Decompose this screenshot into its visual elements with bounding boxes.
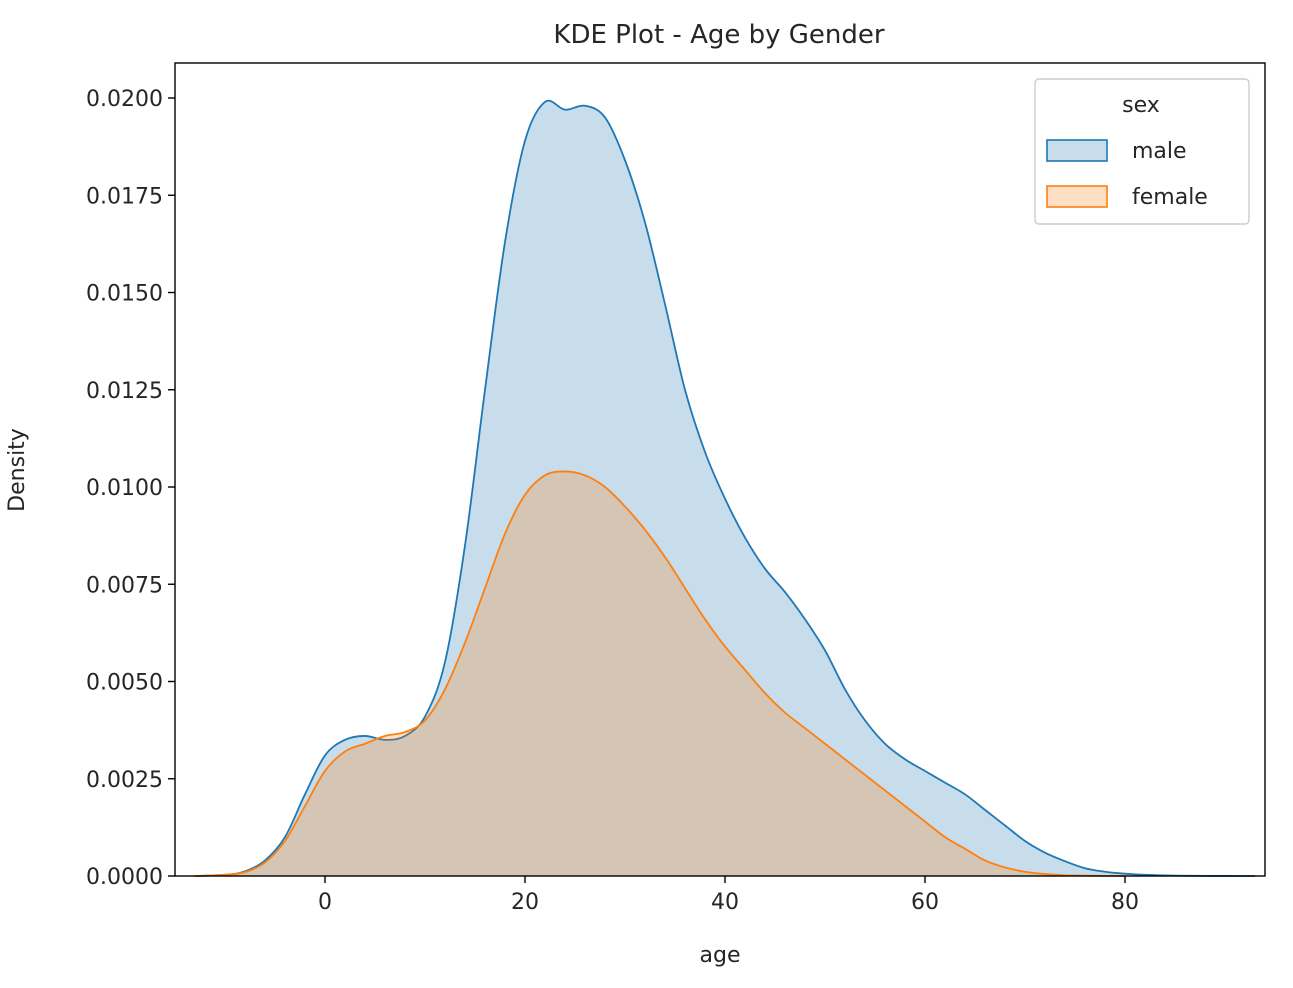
legend-label-male: male bbox=[1132, 139, 1187, 164]
x-axis-label: age bbox=[700, 943, 741, 968]
x-tick-label: 0 bbox=[318, 890, 332, 915]
y-tick-label: 0.0025 bbox=[86, 768, 163, 793]
x-tick-label: 60 bbox=[911, 890, 939, 915]
legend-swatch-male bbox=[1046, 139, 1108, 162]
y-axis: 0.0000 0.0025 0.0050 0.0075 0.0100 0.0125 0.01… bbox=[86, 87, 175, 890]
plot-area bbox=[174, 62, 1266, 877]
legend-title: sex bbox=[1122, 93, 1160, 118]
x-tick-label: 80 bbox=[1111, 890, 1139, 915]
legend-frame bbox=[1034, 78, 1250, 225]
series-female-line bbox=[194, 470, 1126, 877]
series-male-area bbox=[195, 100, 1255, 877]
y-axis-label: Density bbox=[5, 428, 30, 512]
legend-entries: male female bbox=[1046, 139, 1208, 210]
legend-swatch-female bbox=[1046, 185, 1108, 208]
plot-frame bbox=[174, 62, 1266, 877]
x-tick-label: 40 bbox=[711, 890, 739, 915]
series-male-line bbox=[194, 99, 1256, 877]
y-tick-label: 0.0000 bbox=[86, 865, 163, 890]
y-tick-label: 0.0100 bbox=[86, 476, 163, 501]
chart-title: KDE Plot - Age by Gender bbox=[553, 20, 885, 50]
series-female-area bbox=[195, 471, 1125, 876]
y-tick-label: 0.0125 bbox=[86, 379, 163, 404]
y-tick-label: 0.0075 bbox=[86, 573, 163, 598]
x-axis: 0 20 40 60 80 bbox=[318, 876, 1139, 915]
legend: sex male female bbox=[1034, 78, 1250, 225]
series-layer bbox=[194, 99, 1256, 877]
y-tick-label: 0.0200 bbox=[86, 87, 163, 112]
y-tick-label: 0.0175 bbox=[86, 184, 163, 209]
x-tick-label: 20 bbox=[511, 890, 539, 915]
y-tick-label: 0.0050 bbox=[86, 671, 163, 696]
y-tick-label: 0.0150 bbox=[86, 282, 163, 307]
legend-label-female: female bbox=[1132, 185, 1208, 210]
